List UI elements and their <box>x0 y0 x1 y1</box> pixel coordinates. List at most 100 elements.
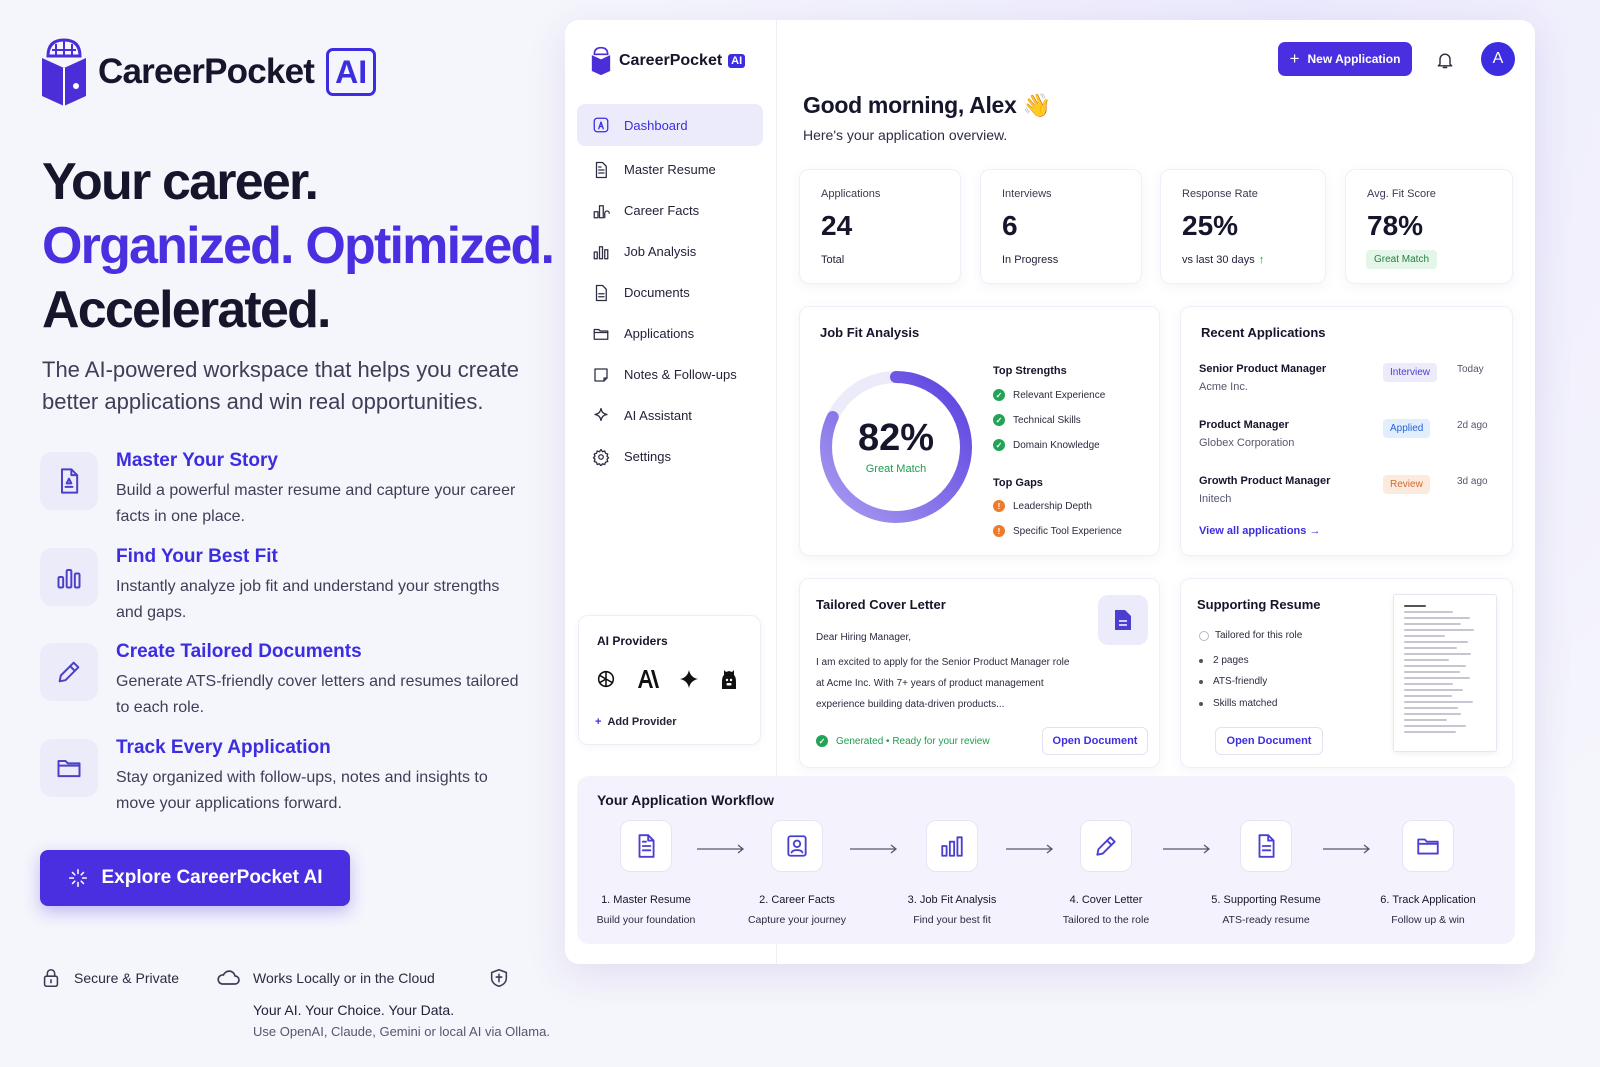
provider-icons <box>595 666 763 692</box>
cover-body-2: at Acme Inc. With 7+ years of product ma… <box>816 678 1044 689</box>
explore-cta-button[interactable]: Explore CareerPocket AI <box>40 850 350 906</box>
resume-tailored: Tailored for this role <box>1199 630 1302 641</box>
book-brain-logo-icon <box>42 38 86 106</box>
strength-label: Domain Knowledge <box>1013 439 1100 451</box>
view-all-applications-link[interactable]: View all applications → <box>1199 525 1321 537</box>
recent-title: Recent Applications <box>1201 325 1326 340</box>
anthropic-icon[interactable] <box>637 666 679 692</box>
sidebar-item-ai-assistant[interactable]: AI Assistant <box>577 395 763 436</box>
folder-icon <box>593 328 609 340</box>
sidebar-item-master-resume[interactable]: Master Resume <box>577 149 763 190</box>
job-title: Senior Product Manager <box>1199 363 1327 375</box>
resume-bullet-label: ATS-friendly <box>1213 676 1268 687</box>
step-sub: Tailored to the role <box>1062 914 1150 926</box>
feature-title: Create Tailored Documents <box>116 641 362 662</box>
status-badge: Applied <box>1383 419 1431 438</box>
trust-secure: Secure & Private <box>40 966 179 990</box>
sidebar-brand[interactable]: CareerPocket AI <box>591 46 746 76</box>
sidebar-item-documents[interactable]: Documents <box>577 272 763 313</box>
sidebar-item-career-facts[interactable]: Career Facts <box>577 190 763 231</box>
stat-label: Response Rate <box>1182 188 1258 200</box>
job-fit-title: Job Fit Analysis <box>820 325 920 340</box>
arrow-right-icon <box>850 844 898 854</box>
bar-chart-icon <box>40 548 98 606</box>
pencil-icon <box>1080 820 1132 872</box>
status-badge: Review <box>1383 475 1430 494</box>
add-provider-button[interactable]: + Add Provider <box>595 716 677 728</box>
workflow-step-1[interactable]: 1. Master Resume Build your foundation <box>571 820 721 926</box>
feature-tailored-documents: Create Tailored Documents Generate ATS-f… <box>40 641 540 731</box>
new-application-button[interactable]: + New Application <box>1278 42 1412 76</box>
document-icon <box>1098 595 1148 645</box>
openai-icon[interactable] <box>595 666 637 692</box>
cover-letter-card: Tailored Cover Letter Dear Hiring Manage… <box>799 578 1160 768</box>
sidebar-item-applications[interactable]: Applications <box>577 313 763 354</box>
stat-sub: vs last 30 days ↑ <box>1182 254 1264 266</box>
generated-status: ✓ Generated • Ready for your review <box>816 735 990 747</box>
secure-label: Secure & Private <box>74 970 180 986</box>
hero-line-1: Your career. <box>42 153 319 211</box>
stat-card-interviews[interactable]: Interviews 6 In Progress <box>980 169 1142 284</box>
gap-label: Specific Tool Experience <box>1013 525 1122 537</box>
chart-icon <box>593 245 609 259</box>
check-icon: ✓ <box>993 389 1005 401</box>
open-cover-letter-button[interactable]: Open Document <box>1042 727 1148 755</box>
workflow-panel: Your Application Workflow 1. Master Resu… <box>577 776 1515 944</box>
sidebar-item-settings[interactable]: Settings <box>577 436 763 477</box>
sidebar-item-label: Dashboard <box>624 117 688 133</box>
workflow-step-4[interactable]: 4. Cover Letter Tailored to the role <box>1031 820 1181 926</box>
step-title: 4. Cover Letter <box>1069 894 1143 906</box>
warning-icon: ! <box>993 500 1005 512</box>
step-sub: Find your best fit <box>913 914 991 926</box>
gemini-icon[interactable] <box>679 666 721 692</box>
workflow-step-6[interactable]: 6. Track Application Follow up & win <box>1353 820 1503 926</box>
stat-card-applications[interactable]: Applications 24 Total <box>799 169 961 284</box>
sidebar-item-dashboard[interactable]: Dashboard <box>577 104 763 146</box>
resume-bullet-label: 2 pages <box>1213 655 1249 666</box>
bell-icon[interactable] <box>1435 49 1455 71</box>
plus-icon: + <box>595 716 602 728</box>
stat-value: 78% <box>1367 210 1424 241</box>
sidebar-nav: Dashboard Master Resume Career Facts Job… <box>577 104 763 477</box>
step-sub: Capture your journey <box>747 914 847 926</box>
trust-shield <box>488 966 522 990</box>
workflow-step-3[interactable]: 3. Job Fit Analysis Find your best fit <box>877 820 1027 926</box>
greeting-sub: Here's your application overview. <box>803 127 1008 143</box>
app-window: CareerPocket AI Dashboard Master Resume … <box>565 20 1535 964</box>
list-item[interactable]: Senior Product Manager Acme Inc. Intervi… <box>1199 363 1499 403</box>
stat-sub-label: vs last 30 days <box>1182 254 1255 266</box>
arrow-right-icon <box>1323 844 1371 854</box>
resume-bullet: Skills matched <box>1199 698 1277 709</box>
workflow-step-5[interactable]: 5. Supporting Resume ATS-ready resume <box>1191 820 1341 926</box>
company: Acme Inc. <box>1199 381 1248 393</box>
ai-providers-panel: AI Providers + Add Provider <box>578 615 761 745</box>
resume-bullet: ATS-friendly <box>1199 676 1267 687</box>
stat-card-response-rate[interactable]: Response Rate 25% vs last 30 days ↑ <box>1160 169 1326 284</box>
resume-bullet: 2 pages <box>1199 655 1249 666</box>
list-item[interactable]: Product Manager Globex Corporation Appli… <box>1199 419 1499 459</box>
folder-icon <box>1402 820 1454 872</box>
open-resume-button[interactable]: Open Document <box>1215 727 1323 755</box>
sidebar-item-notes[interactable]: Notes & Follow-ups <box>577 354 763 395</box>
step-title: 3. Job Fit Analysis <box>907 894 997 906</box>
tagline-sub: Use OpenAI, Claude, Gemini or local AI v… <box>253 1024 550 1039</box>
brand-name: CareerPocket <box>98 52 315 91</box>
sidebar-item-label: Applications <box>624 326 695 341</box>
stat-value: 24 <box>821 210 853 241</box>
list-item[interactable]: Growth Product Manager Initech Review 3d… <box>1199 475 1499 515</box>
brand[interactable]: CareerPocket AI <box>40 36 377 108</box>
feature-desc: Generate ATS-friendly cover letters and … <box>116 673 519 716</box>
gap-item: ! Leadership Depth <box>993 500 1092 512</box>
step-title: 1. Master Resume <box>601 894 691 906</box>
step-title: 2. Career Facts <box>759 894 835 906</box>
profile-icon <box>771 820 823 872</box>
job-title: Product Manager <box>1199 419 1289 431</box>
step-title: 5. Supporting Resume <box>1211 894 1321 906</box>
sidebar-item-job-analysis[interactable]: Job Analysis <box>577 231 763 272</box>
stat-card-fit-score[interactable]: Avg. Fit Score 78% Great Match <box>1345 169 1513 284</box>
resume-thumbnail[interactable] <box>1393 594 1497 752</box>
ollama-icon[interactable] <box>721 666 763 692</box>
avatar[interactable]: A <box>1481 42 1515 76</box>
brand-ai-badge: AI <box>326 48 377 96</box>
workflow-step-2[interactable]: 2. Career Facts Capture your journey <box>722 820 872 926</box>
